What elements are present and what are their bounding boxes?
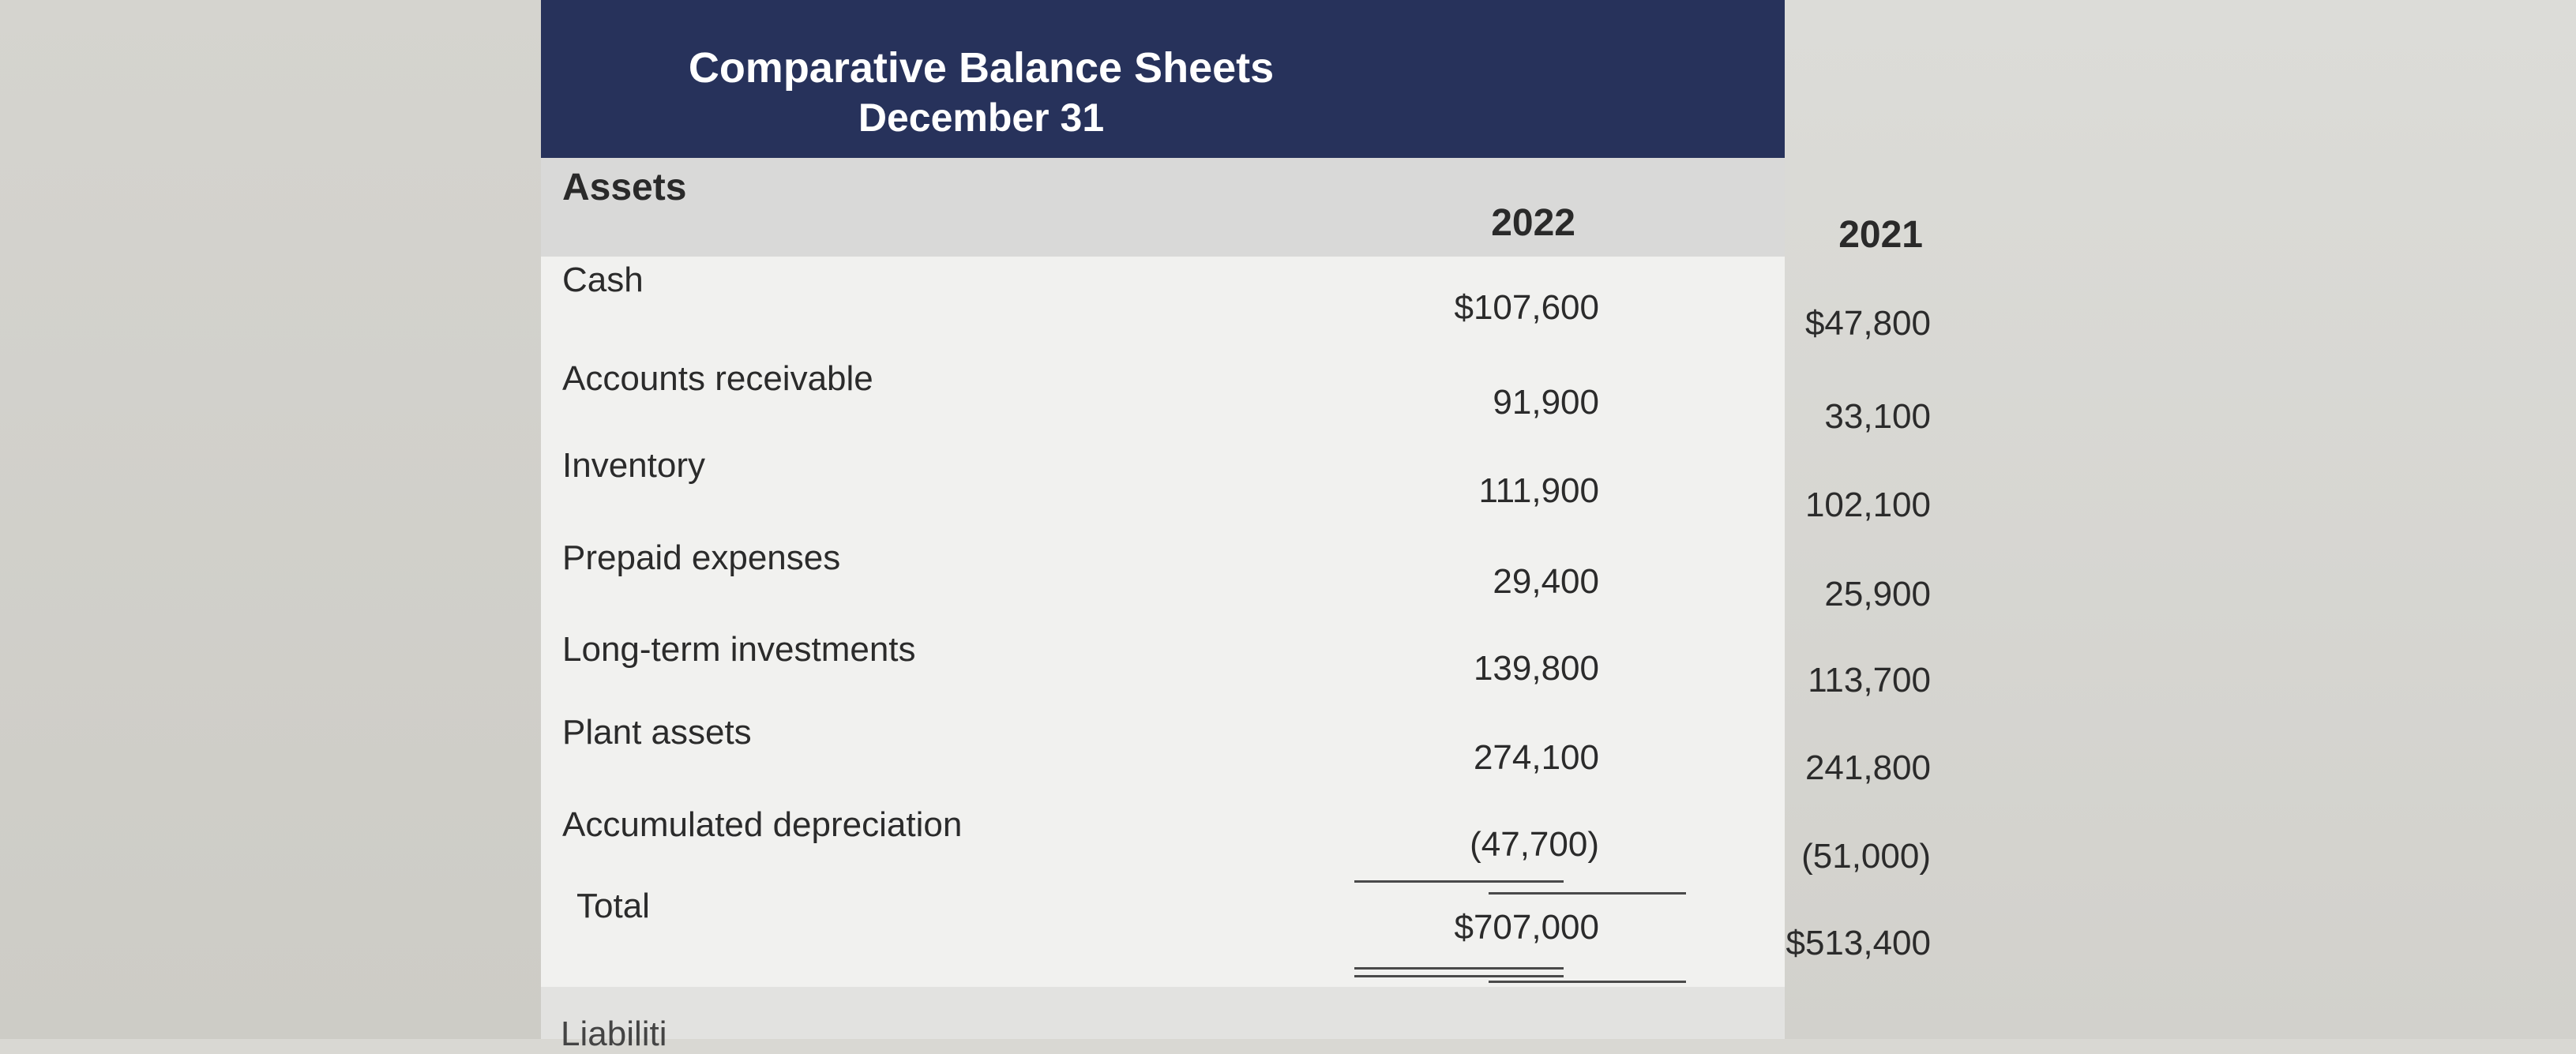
row-label-cash: Cash <box>562 261 644 299</box>
subtotal-rule-2021 <box>1489 892 1686 895</box>
value-total-2022: $707,000 <box>1454 908 1599 947</box>
value-accounts-receivable-2022: 91,900 <box>1493 383 1599 422</box>
value-long-term-investments-2021: 113,700 <box>1808 661 1931 700</box>
total-double-rule-2021-top <box>1489 981 1686 983</box>
subtotal-rule-2022 <box>1354 880 1564 883</box>
total-double-rule-2022-top <box>1354 967 1564 970</box>
total-double-rule-2022-bottom <box>1354 975 1564 977</box>
column-header-2021: 2021 <box>1838 214 1923 256</box>
table-header <box>541 0 1785 158</box>
value-long-term-investments-2022: 139,800 <box>1473 649 1599 688</box>
value-prepaid-expenses-2022: 29,400 <box>1493 562 1599 601</box>
next-section-row <box>541 987 1785 1039</box>
value-total-2021: $513,400 <box>1786 924 1931 962</box>
row-label-long-term-investments: Long-term investments <box>562 630 916 669</box>
balance-sheet-table: Comparative Balance Sheets December 31 A… <box>541 0 1931 1053</box>
row-label-accounts-receivable: Accounts receivable <box>562 359 873 398</box>
column-header-row <box>541 158 1785 257</box>
value-cash-2021: $47,800 <box>1804 304 1931 343</box>
value-plant-assets-2021: 241,800 <box>1804 748 1931 787</box>
column-header-2022: 2022 <box>1491 202 1575 244</box>
value-inventory-2021: 102,100 <box>1804 486 1931 524</box>
section-label-assets: Assets <box>562 167 687 208</box>
row-label-plant-assets: Plant assets <box>562 713 752 752</box>
report-title: Comparative Balance Sheets <box>688 44 1275 92</box>
value-accounts-receivable-2021: 33,100 <box>1824 397 1931 436</box>
value-inventory-2022: 111,900 <box>1478 471 1599 510</box>
value-accumulated-depreciation-2022: (47,700) <box>1470 825 1599 864</box>
background-right <box>1785 0 2576 1039</box>
row-label-prepaid-expenses: Prepaid expenses <box>562 538 841 577</box>
row-label-total: Total <box>576 887 650 925</box>
report-subtitle: December 31 <box>858 96 1105 140</box>
next-section-label-partial: Liabiliti <box>561 1015 667 1053</box>
row-label-accumulated-depreciation: Accumulated depreciation <box>562 805 963 844</box>
row-label-inventory: Inventory <box>562 446 705 485</box>
value-plant-assets-2022: 274,100 <box>1473 738 1599 777</box>
value-accumulated-depreciation-2021: (51,000) <box>1801 837 1931 876</box>
background-left <box>0 0 545 1039</box>
value-cash-2022: $107,600 <box>1454 288 1599 327</box>
value-prepaid-expenses-2021: 25,900 <box>1824 575 1931 613</box>
